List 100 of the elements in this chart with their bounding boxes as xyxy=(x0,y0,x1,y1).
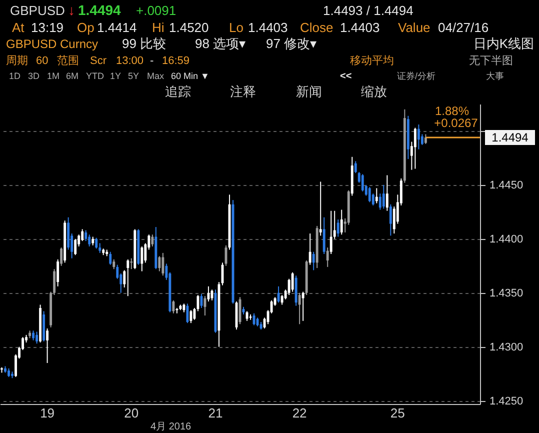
text: 1Y xyxy=(110,71,122,81)
text: ↓ xyxy=(68,2,75,18)
candlestick xyxy=(151,234,154,247)
text: 1D xyxy=(9,71,22,81)
candlestick xyxy=(302,291,304,322)
x-tick-label: 20 xyxy=(124,406,139,420)
text: Scr xyxy=(90,55,107,67)
text: Hi xyxy=(152,20,164,35)
candlestick xyxy=(298,292,301,325)
candlestick xyxy=(172,300,175,314)
candlestick xyxy=(46,328,49,364)
candlestick xyxy=(424,134,427,144)
candlestick xyxy=(308,232,312,266)
y-tick-label: 1.4250 xyxy=(490,395,524,408)
candlestick xyxy=(158,256,161,272)
candlestick xyxy=(277,286,280,304)
text: 范围 xyxy=(57,54,79,67)
candlestick xyxy=(386,174,388,212)
candlestick xyxy=(36,331,38,344)
text: Value xyxy=(398,20,430,35)
text: 1.4520 xyxy=(169,20,209,35)
text: 1.4494 xyxy=(78,2,122,18)
x-tick-label: 22 xyxy=(292,406,307,420)
annotation: +0.0267 xyxy=(434,116,478,130)
x-tick-label: 19 xyxy=(40,406,55,420)
text: GBPUSD xyxy=(10,3,65,18)
text: Close xyxy=(300,20,334,35)
candlestick xyxy=(186,303,189,324)
text: 6M xyxy=(66,71,79,81)
text: 98 选项▾ xyxy=(195,36,246,51)
candlestick xyxy=(60,247,63,266)
y-tick-label: 1.4350 xyxy=(490,287,524,300)
text: 13:00 xyxy=(116,55,144,67)
text: 5Y xyxy=(128,71,140,81)
candlestick xyxy=(207,286,210,302)
y-tick-label: 1.4300 xyxy=(490,341,524,354)
x-axis-title: 4月 2016 xyxy=(150,422,192,432)
candlestick xyxy=(417,124,420,150)
text: Lo xyxy=(229,20,244,35)
text: 新闻 xyxy=(296,84,322,99)
x-tick-label: 21 xyxy=(208,406,223,420)
text: 60 xyxy=(36,55,48,67)
candlestick xyxy=(291,272,294,292)
candlestick xyxy=(368,186,371,203)
candlestick xyxy=(210,289,214,301)
candlestick xyxy=(109,251,112,266)
text: Max xyxy=(147,71,164,81)
candlestick xyxy=(140,246,144,272)
text: - xyxy=(150,55,154,67)
candlestick xyxy=(162,252,164,276)
text: 缩放 xyxy=(361,84,387,99)
text: 97 修改▾ xyxy=(266,36,318,51)
text: +.0091 xyxy=(136,3,176,18)
candlestick xyxy=(375,188,378,204)
text: 1.4414 xyxy=(97,20,137,35)
candlestick xyxy=(361,174,364,192)
candlestick xyxy=(319,181,322,236)
y-tick-label: 1.4450 xyxy=(490,179,524,192)
candlestick xyxy=(123,270,126,288)
text: 60 Min ▼ xyxy=(171,71,210,81)
candlestick xyxy=(126,258,130,297)
text: GBPUSD Curncy xyxy=(6,37,98,51)
text: 13:19 xyxy=(31,20,64,35)
candlestick xyxy=(340,209,343,236)
candlestick xyxy=(312,251,315,271)
text: 1.4403 xyxy=(248,20,288,35)
candlestick xyxy=(84,230,88,242)
y-tick-label: 1.4400 xyxy=(490,233,524,246)
candlestick xyxy=(112,258,116,270)
annotation: 1.88% xyxy=(434,104,470,118)
candlestick xyxy=(326,247,329,268)
text: 99 比较 xyxy=(122,36,166,51)
text: 移动平均 xyxy=(350,55,394,67)
text: YTD xyxy=(86,71,104,81)
x-tick-label: 25 xyxy=(390,406,405,420)
text: 1.4403 xyxy=(340,20,380,35)
text: 追踪 xyxy=(165,84,191,99)
text: 1.4493 / 1.4494 xyxy=(323,3,414,18)
candlestick xyxy=(130,258,133,270)
candlestick xyxy=(204,296,206,316)
text: 周期 xyxy=(6,55,28,67)
candlestick xyxy=(322,216,326,254)
candlestick xyxy=(389,204,392,236)
ref-line-label: 1.4494 xyxy=(492,130,529,144)
candlestick xyxy=(95,237,98,250)
text: At xyxy=(12,20,25,35)
candlestick xyxy=(336,218,340,238)
candlestick xyxy=(74,238,77,256)
candlestick xyxy=(382,184,385,210)
candlestick xyxy=(200,293,203,308)
candlestick xyxy=(330,210,332,254)
text: Op xyxy=(77,20,94,35)
candlestick xyxy=(32,330,35,341)
text: 04/27/16 xyxy=(438,20,489,35)
candlestick xyxy=(190,310,192,324)
candlestick xyxy=(354,160,357,174)
text: 大事 xyxy=(486,71,504,81)
candlestick xyxy=(414,127,416,170)
text: 16:59 xyxy=(162,55,190,67)
text: 证券/分析 xyxy=(397,71,436,81)
